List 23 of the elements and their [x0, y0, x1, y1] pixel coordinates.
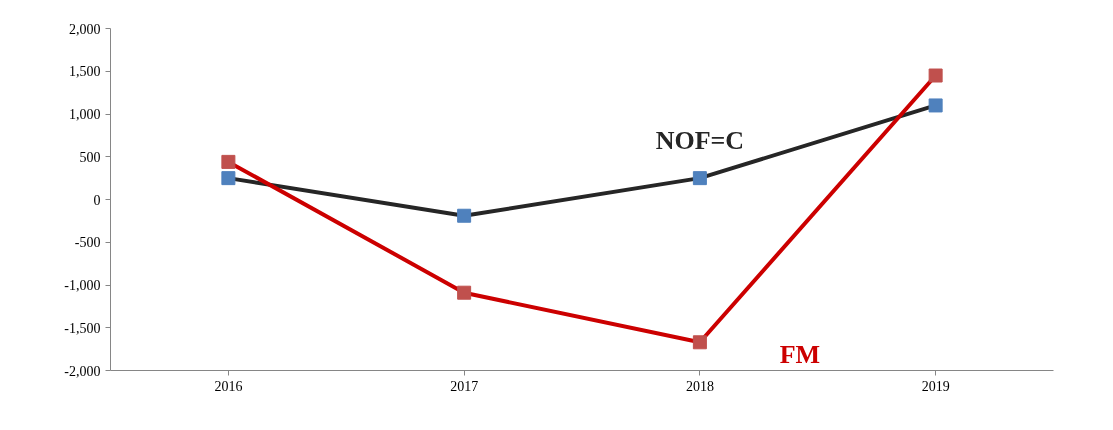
y-tick-label: 500 [79, 149, 101, 165]
y-tick-label: -500 [74, 235, 101, 251]
point [928, 98, 943, 113]
point [221, 154, 236, 169]
point [692, 335, 707, 350]
y-tick-label: -2,000 [64, 363, 101, 379]
x-tick-label: 2016 [214, 378, 243, 394]
series-label: NOF=C [655, 125, 745, 155]
point [457, 285, 472, 300]
y-tick-label: 1,500 [69, 64, 101, 80]
point [692, 171, 707, 186]
x-tick-label: 2019 [921, 378, 950, 394]
text: FM [779, 339, 821, 369]
x-tick-label: 2018 [685, 378, 714, 394]
point [457, 208, 472, 223]
y-tick-label: -1,000 [64, 278, 101, 293]
x-tick-label: 2017 [450, 378, 479, 394]
point [221, 171, 236, 186]
y-tick-label: 2,000 [69, 21, 101, 37]
point [928, 68, 943, 83]
y-tick-label: -1,500 [64, 320, 101, 336]
y-tick-label: 0 [93, 192, 101, 208]
y-tick-label: 1,000 [69, 107, 101, 122]
